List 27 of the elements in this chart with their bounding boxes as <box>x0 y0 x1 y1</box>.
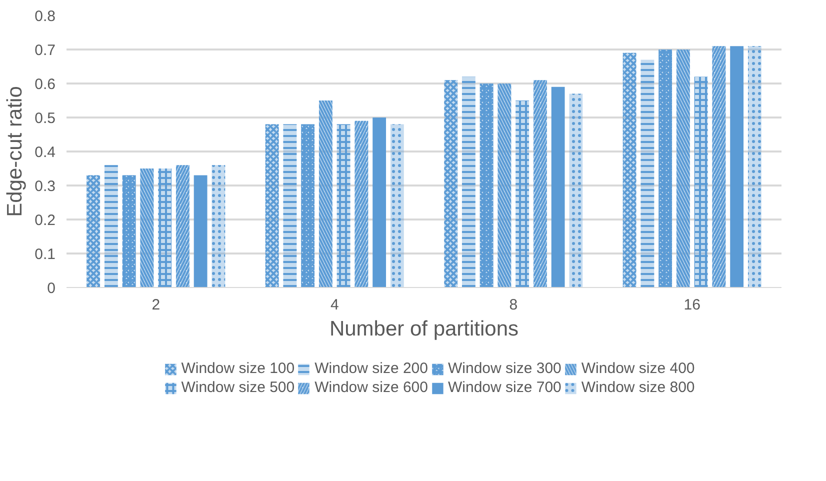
y-tick-label: 0.5 <box>34 110 56 127</box>
y-tick-label: 0.7 <box>34 42 56 59</box>
legend-label: Window size 500 <box>181 379 295 396</box>
x-tick-label: 2 <box>152 296 160 314</box>
x-tick-label: 8 <box>509 296 518 314</box>
bar <box>194 175 208 288</box>
y-tick-label: 0.6 <box>34 76 56 93</box>
bar <box>372 118 386 288</box>
legend-label: Window size 800 <box>581 379 695 396</box>
legend-label: Window size 300 <box>448 360 562 377</box>
y-tick-label: 0 <box>47 280 56 297</box>
legend-label: Window size 100 <box>181 360 295 377</box>
legend-label: Window size 200 <box>314 360 428 377</box>
y-tick-label: 0.1 <box>34 246 56 263</box>
legend-label: Window size 700 <box>448 379 562 396</box>
x-tick-label: 16 <box>684 296 700 314</box>
y-tick-label: 0.8 <box>34 8 56 25</box>
y-tick-label: 0.4 <box>34 144 56 161</box>
legend-label: Window size 600 <box>314 379 428 396</box>
x-axis-title: Number of partitions <box>329 318 519 340</box>
y-axis-title: Edge-cut ratio <box>4 86 27 217</box>
bar <box>730 46 744 288</box>
legend-label: Window size 400 <box>581 360 695 377</box>
x-tick-label: 4 <box>330 296 339 314</box>
bar <box>551 86 565 288</box>
y-tick-label: 0.3 <box>34 178 56 195</box>
y-tick-label: 0.2 <box>34 212 56 229</box>
